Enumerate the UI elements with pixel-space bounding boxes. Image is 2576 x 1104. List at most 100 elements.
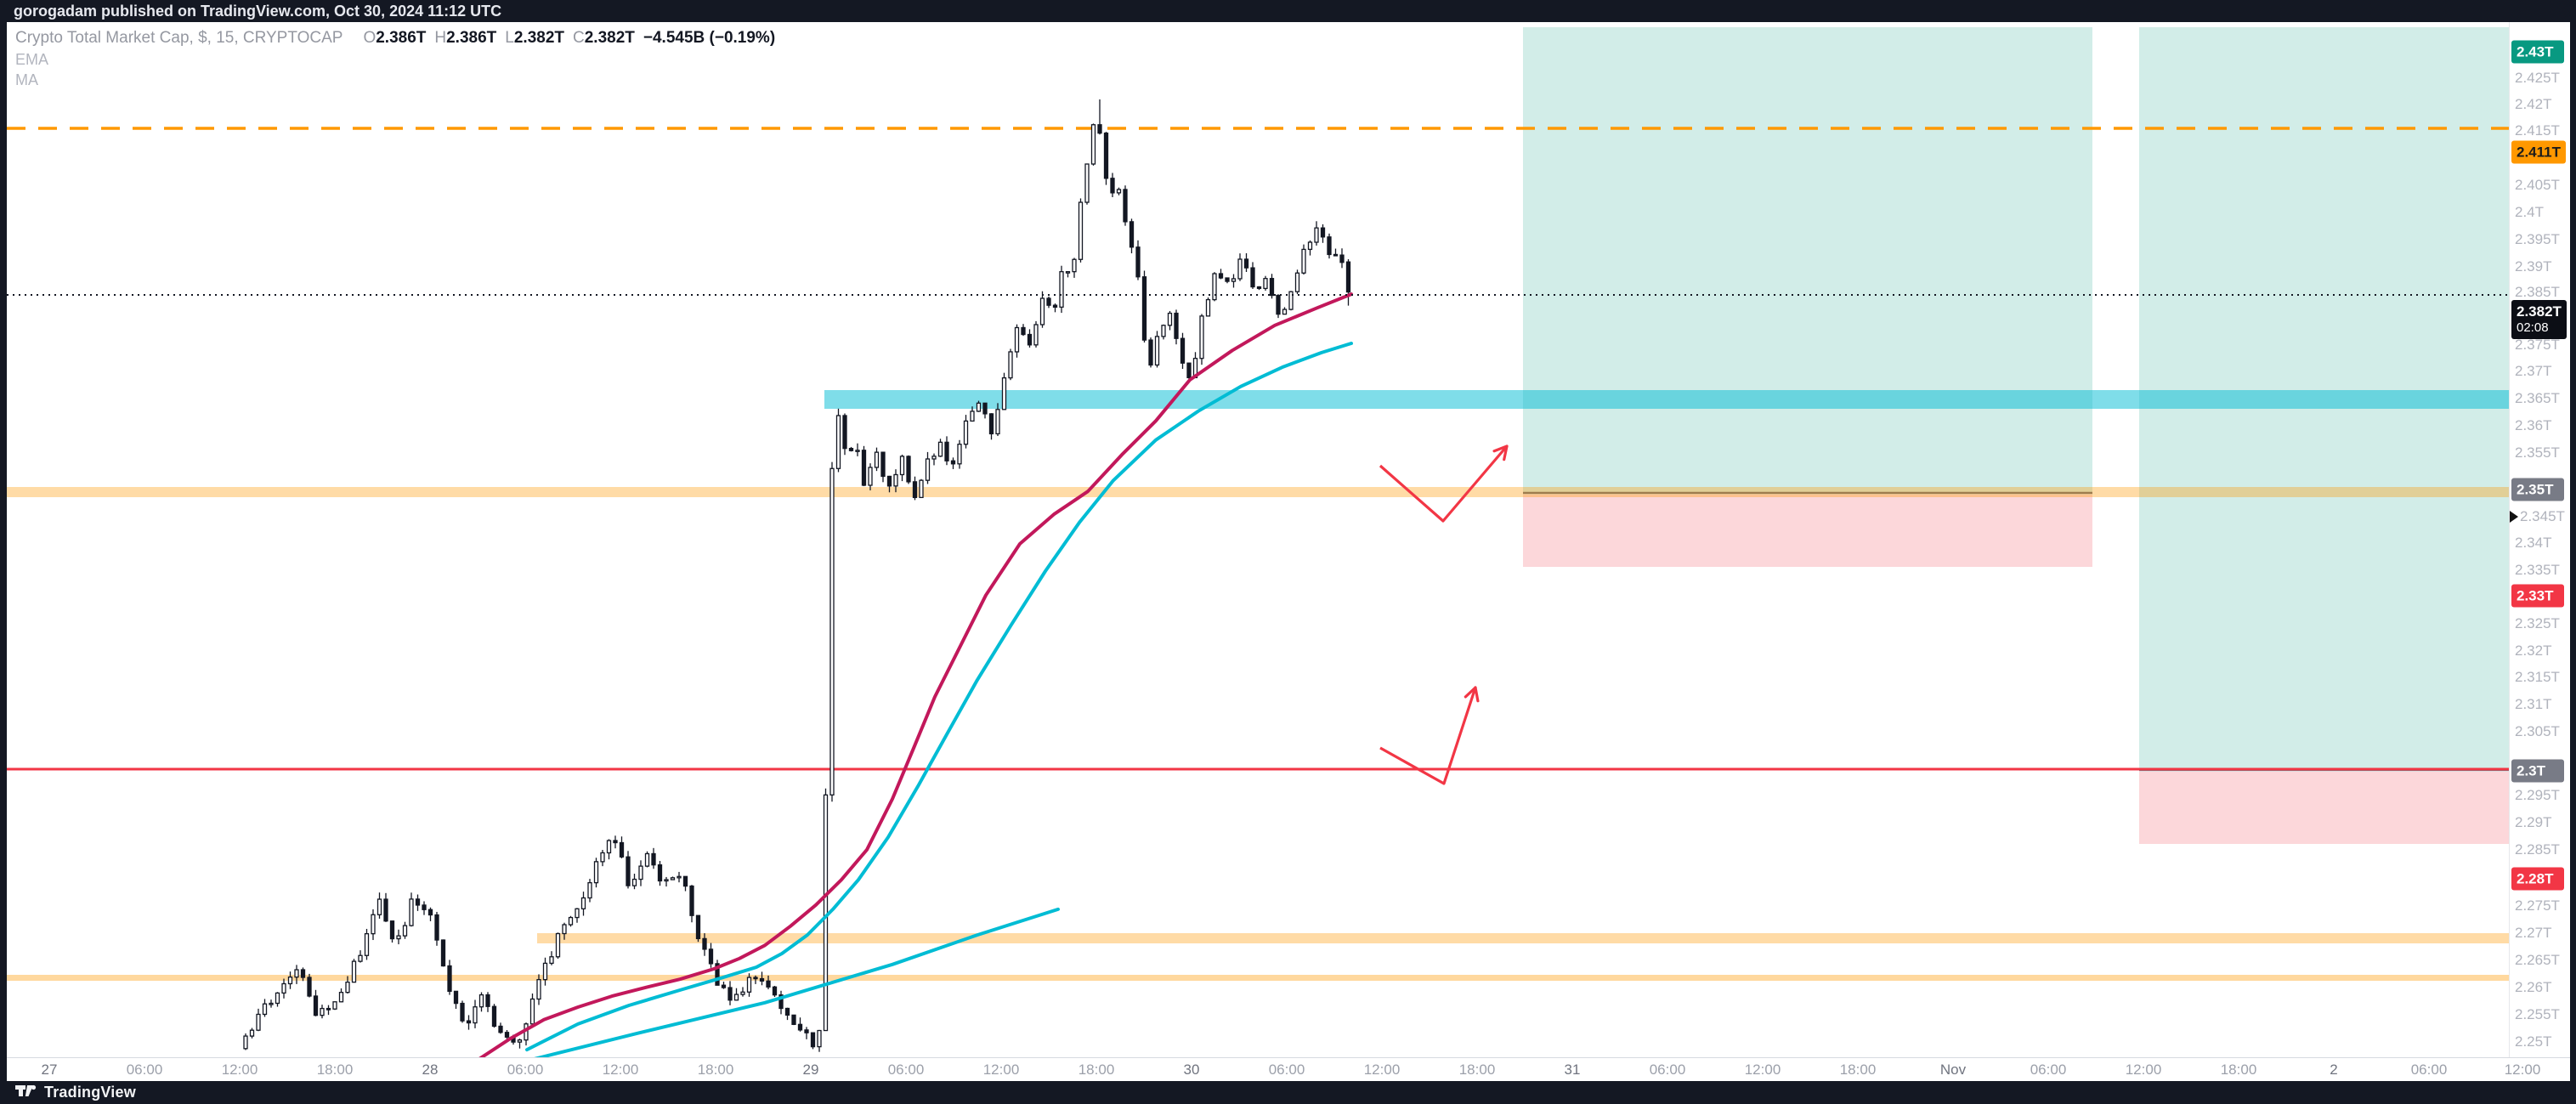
candle-down — [626, 856, 631, 886]
candle-down — [1129, 221, 1135, 248]
candlestick-chart[interactable] — [7, 22, 2509, 1057]
candle-up — [376, 898, 382, 915]
overlay-trend-line[interactable] — [394, 907, 1060, 1057]
sr-zone-orange-lower[interactable] — [7, 975, 2509, 981]
symbol-row[interactable]: Crypto Total Market Cap, $, 15, CRYPTOCA… — [15, 27, 775, 49]
long-position-1-loss-zone — [1523, 495, 2092, 567]
price-tick: 2.27T — [2515, 925, 2552, 941]
candle-up — [937, 441, 943, 457]
candle-down — [689, 885, 694, 916]
candle-up — [855, 450, 860, 452]
price-tick: 2.31T — [2515, 696, 2552, 712]
candle-up — [874, 451, 880, 468]
candle-up — [1033, 324, 1039, 346]
candle-up — [677, 875, 682, 879]
candle-up — [409, 898, 414, 926]
price-tick: 2.34T — [2515, 535, 2552, 551]
overlay-ema[interactable] — [472, 292, 1353, 1057]
supply-zone-cyan[interactable] — [824, 390, 2509, 409]
time-tick: 06:00 — [507, 1062, 544, 1078]
price-tick: 2.355T — [2515, 444, 2560, 461]
candle-up — [1307, 241, 1313, 251]
candle-up — [262, 1003, 268, 1016]
indicator-ema-label[interactable]: EMA — [15, 51, 49, 68]
sr-zone-orange-mid[interactable] — [537, 933, 2509, 943]
long-position-1[interactable] — [1523, 27, 2092, 567]
candle-up — [957, 444, 962, 465]
price-label-chip-2.3t: 2.3T — [2511, 759, 2564, 783]
candle-up — [638, 865, 643, 880]
candle-down — [944, 441, 949, 461]
tradingview-logo-icon[interactable] — [15, 1084, 37, 1101]
candle-up — [580, 897, 586, 909]
price-tick: 2.39T — [2515, 258, 2552, 275]
candle-down — [415, 898, 421, 906]
candle-up — [606, 840, 612, 854]
candle-up — [287, 977, 293, 985]
candle-down — [842, 415, 847, 450]
long-position-2[interactable] — [2139, 27, 2509, 844]
price-tick: 2.365T — [2515, 390, 2560, 406]
price-tick: 2.335T — [2515, 562, 2560, 578]
candle-down — [300, 969, 306, 978]
candle-up — [294, 969, 299, 978]
entry-price-marker: 2.345T — [2510, 508, 2565, 525]
candle-up — [555, 932, 561, 958]
chart-legend: Crypto Total Market Cap, $, 15, CRYPTOCA… — [15, 27, 775, 90]
entry-arrow-icon — [2510, 511, 2518, 523]
time-axis[interactable]: 27 06:00 12:00 18:00 28 06:00 12:00 18:00 29 06:0… — [7, 1057, 2570, 1081]
candle-down — [912, 481, 918, 499]
overlay-ma[interactable] — [525, 342, 1353, 1052]
indicator-ma-label[interactable]: MA — [15, 71, 38, 88]
candle-down — [1218, 273, 1224, 279]
candle-up — [995, 409, 1000, 435]
candle-down — [498, 1025, 503, 1033]
candle-down — [447, 965, 452, 993]
countdown-timer: 02:08 — [2517, 320, 2549, 335]
price-tick: 2.385T — [2515, 284, 2560, 300]
candle-down — [1339, 254, 1345, 263]
chart-plot-area[interactable]: Crypto Total Market Cap, $, 15, CRYPTOCA… — [7, 22, 2509, 1057]
candle-up — [345, 982, 350, 994]
candle-down — [1243, 258, 1249, 269]
candle-down — [613, 840, 618, 844]
time-tick: Nov — [1939, 1062, 1967, 1078]
candle-up — [1167, 312, 1173, 326]
candle-up — [402, 925, 408, 937]
price-label-chip-2.43t: 2.43T — [2511, 40, 2564, 64]
price-axis[interactable]: 2.425T 2.42T 2.415T 2.405T 2.4T 2.395T 2.39T 2.… — [2509, 22, 2570, 1057]
candle-up — [249, 1029, 255, 1037]
time-tick: 12:00 — [1363, 1062, 1401, 1078]
bounce-arrow-1[interactable] — [1379, 444, 1509, 523]
ohlc-value: 2.382T — [513, 29, 564, 47]
candle-up — [536, 978, 541, 1000]
brand-name[interactable]: TradingView — [44, 1084, 136, 1101]
price-tick: 2.275T — [2515, 897, 2560, 914]
candle-down — [1345, 261, 1351, 293]
candle-up — [1288, 291, 1294, 310]
candle-up — [1282, 309, 1288, 315]
price-tick: 2.32T — [2515, 643, 2552, 659]
bounce-arrow-2[interactable] — [1379, 686, 1480, 785]
candle-up — [1116, 189, 1122, 194]
candle-down — [619, 841, 625, 858]
candle-up — [1059, 271, 1064, 309]
candle-down — [988, 413, 994, 435]
sr-zone-orange-upper[interactable] — [7, 487, 2509, 497]
candle-up — [817, 1029, 822, 1048]
price-label-chip-2.33t: 2.33T — [2511, 584, 2564, 608]
time-tick: 30 — [1183, 1062, 1200, 1078]
candle-down — [1276, 294, 1281, 315]
candle-down — [861, 450, 867, 486]
candle-up — [243, 1035, 248, 1050]
candle-up — [396, 935, 401, 940]
candle-down — [886, 475, 892, 487]
candle-down — [422, 904, 427, 910]
ohlc-value: 2.386T — [376, 29, 427, 47]
candle-up — [364, 932, 370, 956]
price-label-chip-2.28t: 2.28T — [2511, 867, 2564, 891]
symbol-title[interactable]: Crypto Total Market Cap, $, 15, CRYPTOCA… — [15, 29, 343, 47]
candle-down — [1046, 297, 1051, 306]
time-tick: 18:00 — [697, 1062, 734, 1078]
